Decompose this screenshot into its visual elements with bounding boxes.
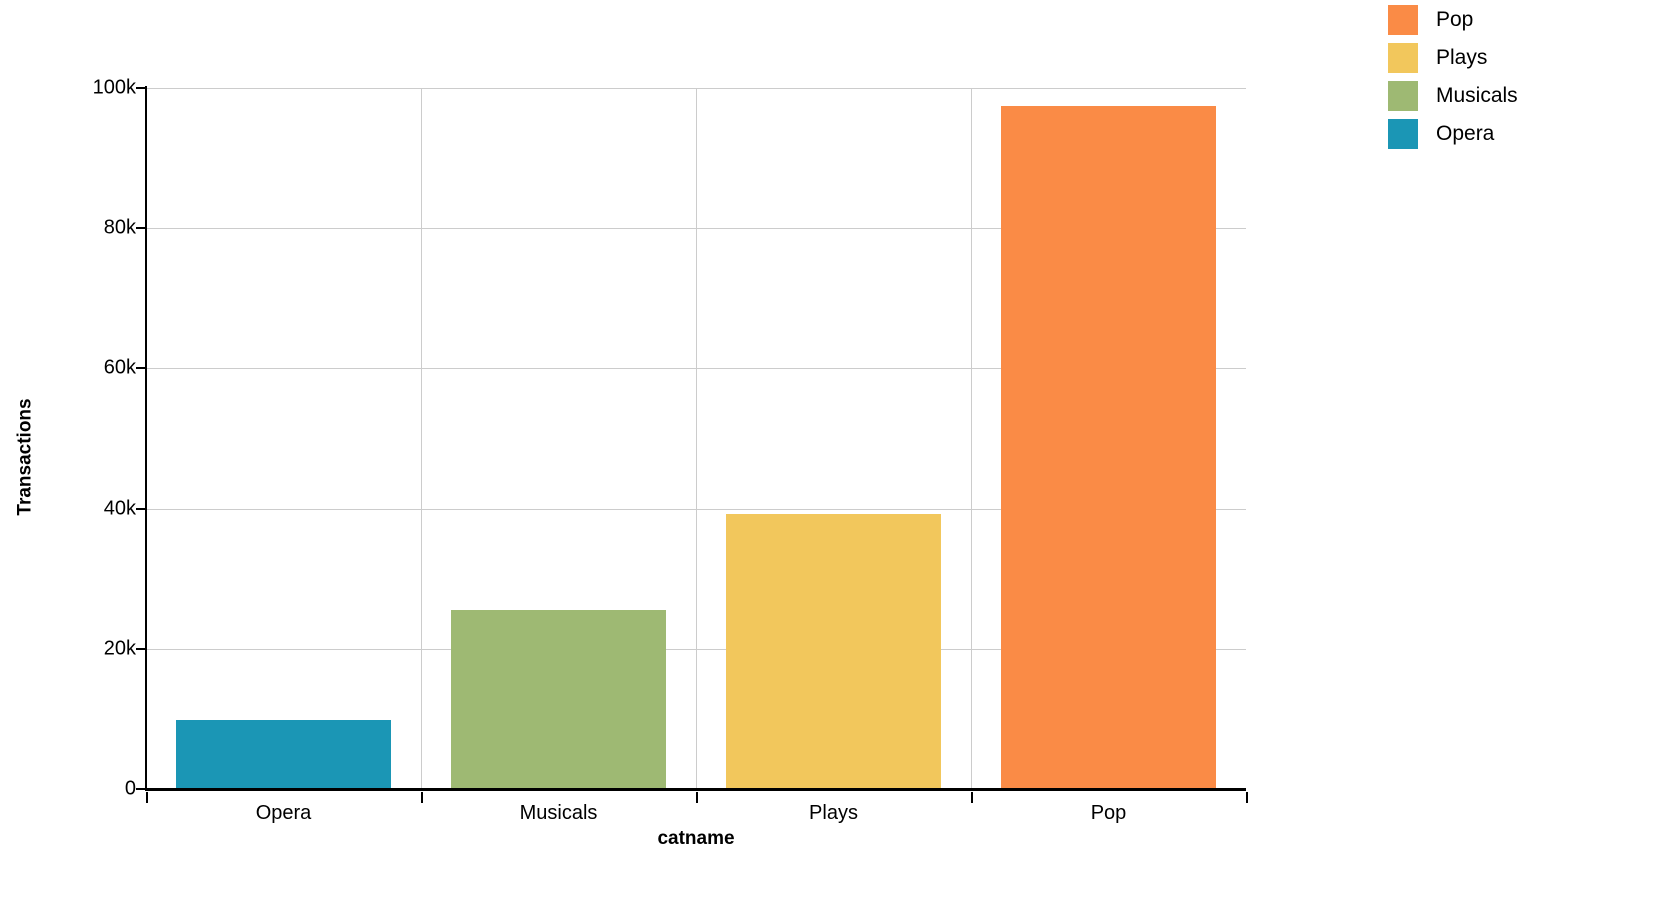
y-tick-mark [136,87,145,89]
y-axis-line [145,86,147,791]
legend-item-pop[interactable]: Pop [1388,5,1518,35]
legend-item-plays[interactable]: Plays [1388,43,1518,73]
bar-musicals[interactable] [451,610,666,789]
legend-label: Plays [1436,46,1488,69]
y-axis-title-text: Transactions [15,398,36,516]
x-tick-mark [971,792,973,803]
legend-label: Opera [1436,122,1495,145]
legend-swatch-icon [1388,43,1418,73]
legend-item-opera[interactable]: Opera [1388,119,1518,149]
y-tick-mark [136,788,145,790]
x-axis-title: catname [657,828,735,849]
x-tick-mark [1246,792,1248,803]
legend-swatch-icon [1388,5,1418,35]
x-tick-label-musicals: Musicals [519,802,598,824]
y-tick-label: 0 [124,777,136,800]
bar-pop[interactable] [1001,105,1216,789]
gridline-vertical [696,88,697,789]
x-axis-line [145,788,1246,791]
legend: Pop Plays Musicals Opera [1388,5,1518,149]
legend-label: Musicals [1436,84,1518,107]
x-tick-label-plays: Plays [809,802,858,824]
legend-swatch-icon [1388,119,1418,149]
y-tick-label: 20k [103,637,136,660]
x-tick-mark [421,792,423,803]
bar-plays[interactable] [726,514,941,789]
bar-opera[interactable] [176,720,391,789]
y-tick-mark [136,227,145,230]
y-tick-label: 80k [103,216,136,239]
y-tick-label: 100k [92,76,136,99]
gridline-vertical [971,88,972,789]
y-axis-title: Transactions [10,0,42,914]
legend-swatch-icon [1388,81,1418,111]
legend-item-musicals[interactable]: Musicals [1388,81,1518,111]
x-tick-mark [146,792,148,803]
x-tick-label-opera: Opera [255,802,312,824]
y-tick-mark [136,647,145,650]
legend-label: Pop [1436,8,1474,31]
y-tick-label: 40k [103,497,136,520]
gridline-vertical [421,88,422,789]
plot-area [146,88,1246,789]
y-tick-mark [136,367,145,370]
y-tick-label: 60k [103,356,136,379]
x-tick-label-pop: Pop [1090,802,1127,824]
x-tick-mark [696,792,698,803]
y-tick-mark [136,507,145,510]
